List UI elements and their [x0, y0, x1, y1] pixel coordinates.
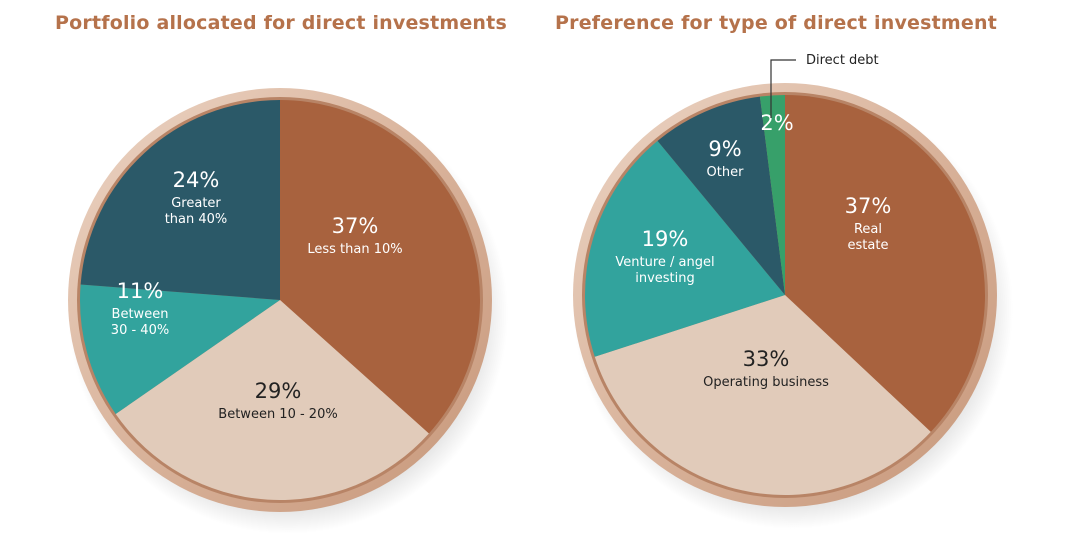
pie-slice — [80, 100, 280, 300]
slice-category-label: 30 - 40% — [111, 323, 169, 338]
pie-slice — [585, 140, 785, 357]
slice-percent-label: 33% — [743, 347, 790, 371]
slice-category-label: Between — [112, 307, 169, 322]
slice-percent-label: 37% — [332, 214, 379, 238]
slice-percent-label: 37% — [845, 194, 892, 218]
slice-percent-label: 29% — [255, 379, 302, 403]
slice-percent-label: 9% — [708, 137, 741, 161]
pie-slice — [785, 95, 985, 432]
slice-category-label: Less than 10% — [307, 242, 402, 257]
chart-title-left: Portfolio allocated for direct investmen… — [55, 12, 507, 34]
slice-category-label: estate — [848, 238, 889, 253]
slice-percent-label: 11% — [117, 279, 164, 303]
slice-percent-label: 24% — [173, 168, 220, 192]
slice-category-label: Venture / angel — [615, 255, 714, 270]
slice-category-label: Real — [854, 222, 882, 237]
pie-slice — [657, 96, 785, 295]
pie-slice — [759, 95, 785, 295]
slice-category-label: Between 10 - 20% — [218, 407, 337, 422]
chart-title-right: Preference for type of direct investment — [555, 12, 998, 34]
pie-slice — [594, 295, 931, 495]
callout-leader-line — [770, 59, 796, 118]
slice-category-label: investing — [635, 271, 695, 286]
pie-slice — [280, 100, 480, 434]
pie-slice — [115, 300, 429, 500]
pie-slice — [80, 284, 280, 415]
slice-category-label: Greater — [171, 196, 221, 211]
slice-percent-label: 2% — [760, 111, 793, 135]
slice-percent-label: 19% — [642, 227, 689, 251]
pie-chart-1: 37% Less than 10% 29% Between 10 - 20% 11% Be… — [68, 88, 508, 534]
slice-category-label: Operating business — [703, 375, 829, 390]
slice-category-label: than 40% — [165, 212, 228, 227]
callout-label: Direct debt — [806, 53, 879, 68]
slice-category-label: Other — [707, 165, 745, 180]
